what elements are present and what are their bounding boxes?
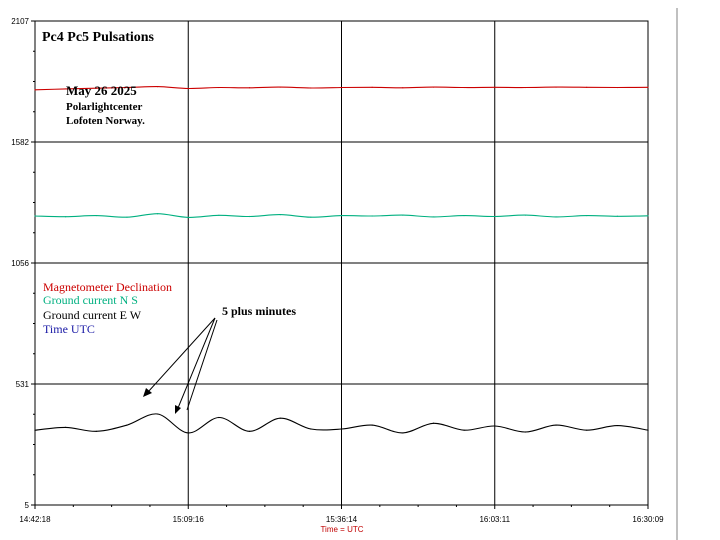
- series-point-ground-current-e-w: [340, 428, 343, 430]
- series-point-magnetometer-declination: [647, 86, 649, 88]
- series-point-ground-current-e-w: [371, 424, 373, 426]
- series-point-ground-current-e-w: [494, 425, 496, 427]
- series-point-magnetometer-declination: [402, 87, 404, 89]
- x-tick-label: 16:03:11: [479, 515, 510, 524]
- series-point-ground-current-n-s: [187, 216, 189, 219]
- org-line-1: Polarlightcenter: [66, 101, 142, 113]
- series-point-ground-current-e-w: [647, 429, 649, 431]
- series-point-magnetometer-declination: [65, 88, 67, 90]
- series-point-magnetometer-declination: [34, 89, 36, 91]
- series-point-ground-current-n-s: [586, 214, 588, 217]
- series-point-ground-current-n-s: [34, 215, 36, 217]
- series-point-ground-current-n-s: [65, 216, 67, 218]
- annotation-arrow-2b: [186, 319, 218, 411]
- series-point-ground-current-n-s: [371, 215, 373, 217]
- annotation-arrowhead-2a: [175, 405, 181, 414]
- series-point-ground-current-e-w: [126, 424, 128, 426]
- annotation-arrow-2a: [177, 317, 216, 409]
- series-point-ground-current-e-w: [463, 429, 465, 431]
- annotation-text: 5 plus minutes: [222, 304, 296, 318]
- series-point-ground-current-e-w: [34, 429, 36, 431]
- series-point-ground-current-n-s: [279, 214, 281, 216]
- y-tick-label: 531: [16, 380, 30, 389]
- series-point-magnetometer-declination: [310, 87, 312, 89]
- series-point-magnetometer-declination: [95, 87, 97, 89]
- series-point-ground-current-n-s: [524, 214, 527, 216]
- legend-item-ew: Ground current E W: [43, 308, 142, 322]
- series-point-magnetometer-declination: [586, 86, 588, 88]
- legend-item-time: Time UTC: [43, 322, 95, 336]
- series-point-ground-current-e-w: [65, 426, 67, 429]
- series-point-magnetometer-declination: [248, 87, 251, 89]
- x-tick-label: 16:30:09: [632, 515, 664, 524]
- series-point-ground-current-e-w: [95, 430, 97, 432]
- series-point-ground-current-e-w: [157, 413, 159, 415]
- series-point-magnetometer-declination: [126, 86, 128, 89]
- series-point-magnetometer-declination: [463, 86, 465, 89]
- legend: Magnetometer Declination Ground current …: [43, 280, 172, 336]
- series-point-ground-current-n-s: [310, 216, 312, 218]
- series-point-ground-current-n-s: [157, 213, 159, 215]
- chart-title: Pc4 Pc5 Pulsations: [42, 30, 155, 45]
- org-line-2: Lofoten Norway.: [66, 115, 145, 127]
- y-tick-label: 1582: [11, 138, 29, 147]
- x-axis-label: Time = UTC: [320, 525, 363, 534]
- series-point-ground-current-n-s: [95, 214, 97, 217]
- series-point-ground-current-n-s: [248, 215, 251, 218]
- series-point-ground-current-e-w: [310, 428, 312, 430]
- series-point-ground-current-n-s: [126, 216, 128, 218]
- annotation-arrowhead-1: [143, 388, 152, 397]
- y-tick-label: 2107: [11, 17, 29, 26]
- series-point-ground-current-e-w: [616, 424, 618, 427]
- x-tick-label: 14:42:18: [19, 515, 51, 524]
- series-point-magnetometer-declination: [157, 86, 159, 88]
- legend-item-declination: Magnetometer Declination: [43, 280, 172, 294]
- y-axis-ticks: 2107 1582 1056 531 5: [11, 17, 35, 510]
- series-point-magnetometer-declination: [279, 86, 281, 88]
- series-point-ground-current-e-w: [279, 417, 281, 419]
- series-point-ground-current-n-s: [616, 215, 618, 217]
- series-point-ground-current-e-w: [555, 424, 557, 426]
- series-point-ground-current-e-w: [187, 432, 189, 434]
- series-point-magnetometer-declination: [218, 86, 220, 89]
- series-point-magnetometer-declination: [616, 86, 618, 89]
- series-point-ground-current-n-s: [402, 214, 404, 216]
- x-tick-label: 15:36:14: [326, 515, 358, 524]
- y-tick-label: 1056: [11, 259, 29, 268]
- series-point-ground-current-e-w: [586, 429, 588, 431]
- series-point-magnetometer-declination: [432, 86, 435, 88]
- x-tick-label: 15:09:16: [173, 515, 205, 524]
- series-point-ground-current-n-s: [647, 215, 649, 217]
- y-tick-label: 5: [25, 501, 30, 510]
- annotation: 5 plus minutes: [143, 304, 296, 414]
- x-axis-ticks: 14:42:18 15:09:16 15:36:14 16:03:11 16:30:09: [19, 505, 664, 524]
- series-point-magnetometer-declination: [187, 87, 189, 90]
- series-point-magnetometer-declination: [371, 86, 373, 88]
- annotation-arrow-1: [147, 317, 216, 393]
- series-point-ground-current-n-s: [494, 215, 496, 218]
- series-point-ground-current-e-w: [218, 416, 220, 419]
- series-point-magnetometer-declination: [555, 86, 557, 88]
- series-point-magnetometer-declination: [524, 86, 527, 89]
- legend-item-ns: Ground current N S: [43, 293, 138, 307]
- series-point-ground-current-e-w: [402, 432, 404, 434]
- series-layer: [34, 86, 649, 434]
- series-point-ground-current-n-s: [218, 214, 220, 216]
- series-point-magnetometer-declination: [340, 86, 343, 89]
- series-point-ground-current-e-w: [524, 431, 527, 433]
- series-point-magnetometer-declination: [494, 86, 496, 88]
- series-point-ground-current-n-s: [432, 216, 435, 218]
- series-point-ground-current-e-w: [248, 430, 251, 432]
- series-point-ground-current-n-s: [555, 216, 557, 218]
- grid: [35, 21, 648, 505]
- series-point-ground-current-n-s: [463, 214, 465, 217]
- date-line: May 26 2025: [66, 83, 137, 98]
- series-point-ground-current-e-w: [432, 422, 435, 424]
- series-point-ground-current-n-s: [340, 214, 343, 217]
